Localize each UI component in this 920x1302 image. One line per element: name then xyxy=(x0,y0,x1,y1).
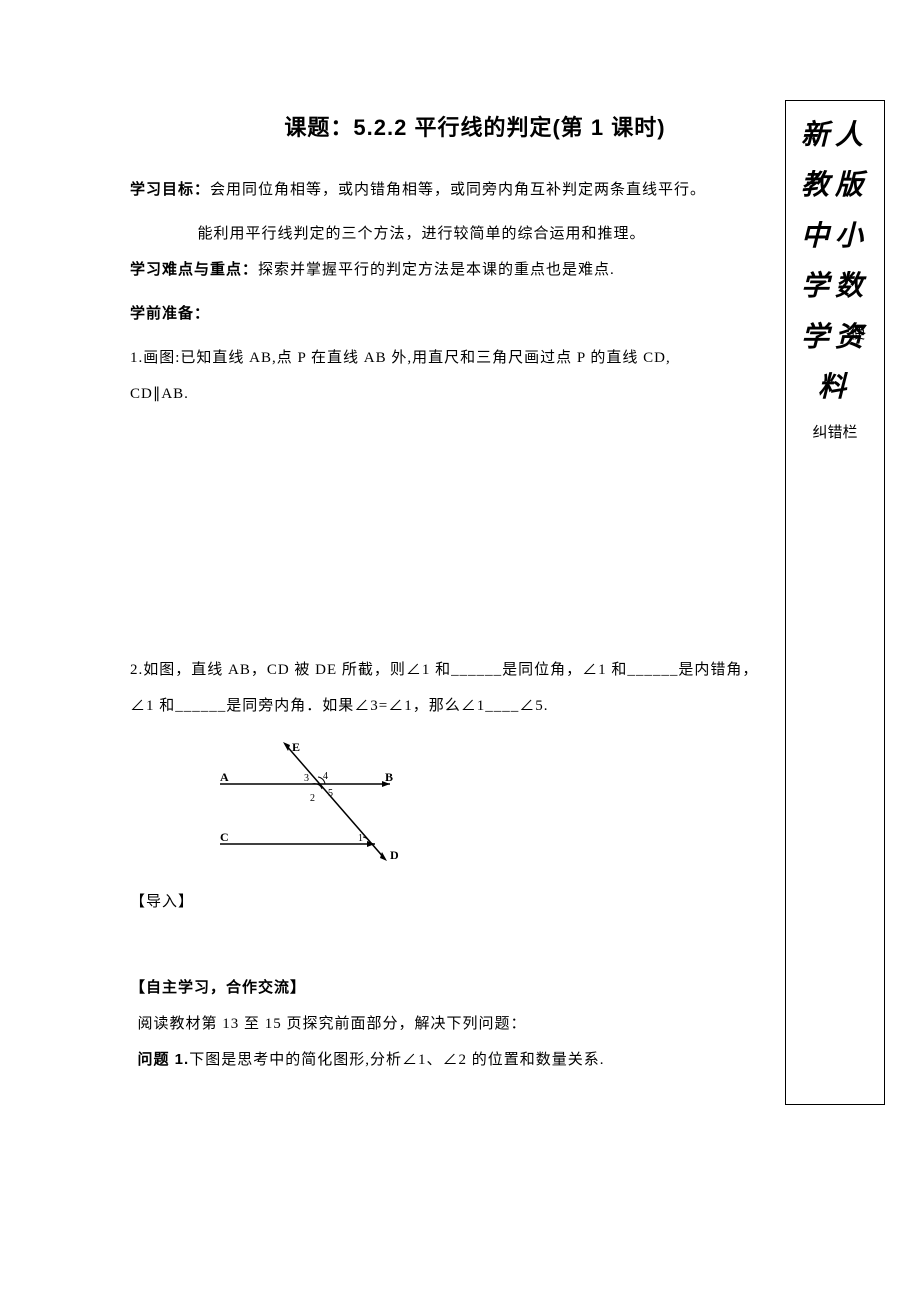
label-A: A xyxy=(220,770,229,784)
label-E: E xyxy=(292,740,300,754)
learning-goal-section: 学习目标：会用同位角相等，或内错角相等，或同旁内角互补判定两条直线平行。 xyxy=(130,172,820,208)
prep-label: 学前准备： xyxy=(130,305,210,322)
intro-section: 【导入】 xyxy=(130,884,820,920)
prep-section: 学前准备： xyxy=(130,296,820,332)
question-2-line1: 2.如图，直线 AB，CD 被 DE 所截，则∠1 和______是同位角，∠1… xyxy=(130,652,820,688)
question-2-line2: ∠1 和______是同旁内角．如果∠3=∠1，那么∠1____∠5. xyxy=(130,688,820,724)
angle-5: 5 xyxy=(328,788,333,799)
study-text: 阅读教材第 13 至 15 页探究前面部分，解决下列问题： xyxy=(138,1006,821,1042)
label-C: C xyxy=(220,830,229,844)
question-1: 1.画图:已知直线 AB,点 P 在直线 AB 外,用直尺和三角尺画过点 P 的… xyxy=(130,340,820,376)
problem-1: 问题 1.下图是思考中的简化图形,分析∠1、∠2 的位置和数量关系. xyxy=(138,1042,821,1078)
angle-1: 1 xyxy=(358,833,363,844)
goal-label: 学习目标： xyxy=(130,181,210,198)
intro-space xyxy=(130,920,820,970)
self-study-label: 【自主学习，合作交流】 xyxy=(130,970,820,1006)
question-1-cont: CD∥AB. xyxy=(130,376,820,412)
lesson-title: 课题：5.2.2 平行线的判定(第 1 课时) xyxy=(130,110,820,142)
geometry-figure: A B C D E 3 4 2 5 1 xyxy=(210,739,410,869)
sidebar-title: 新人教版中小学数学资料 xyxy=(794,111,876,413)
angle-3: 3 xyxy=(304,773,309,784)
drawing-space xyxy=(130,412,820,652)
sidebar-box: 新人教版中小学数学资料 纠错栏 xyxy=(785,100,885,1105)
goal-line1: 会用同位角相等，或内错角相等，或同旁内角互补判定两条直线平行。 xyxy=(210,182,706,198)
difficulty-text: 探索并掌握平行的判定方法是本课的重点也是难点. xyxy=(258,262,615,278)
goal-line2: 能利用平行线判定的三个方法，进行较简单的综合运用和推理。 xyxy=(130,216,820,252)
label-D: D xyxy=(390,848,399,862)
difficulty-label: 学习难点与重点： xyxy=(130,261,258,278)
sidebar-subtitle: 纠错栏 xyxy=(794,421,876,442)
label-B: B xyxy=(385,770,393,784)
difficulty-section: 学习难点与重点：探索并掌握平行的判定方法是本课的重点也是难点. xyxy=(130,252,820,288)
angle-2: 2 xyxy=(310,793,315,804)
